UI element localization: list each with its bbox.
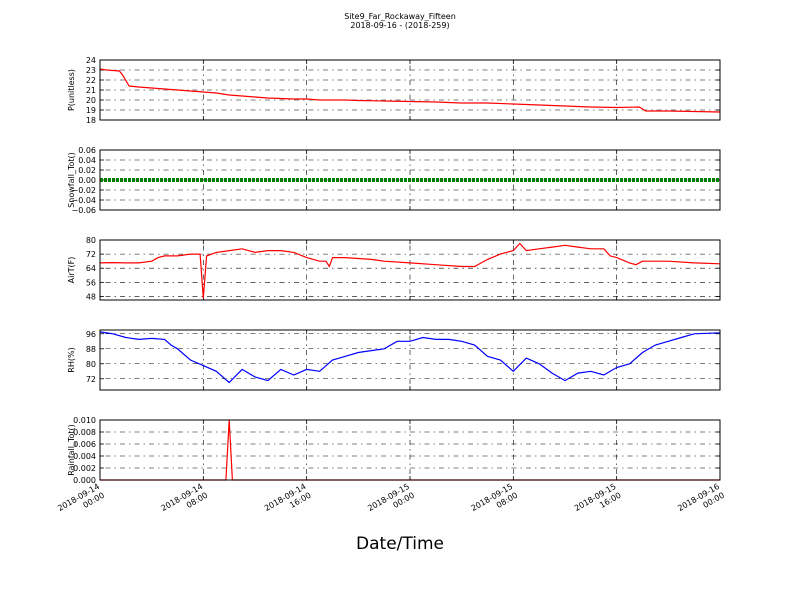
x-tick-label: 2018-09-1516:00 xyxy=(573,482,623,522)
y-tick-label: 0.010 xyxy=(73,416,96,425)
x-tick-label: 2018-09-1508:00 xyxy=(470,482,520,522)
y-tick-label: 18 xyxy=(86,116,96,125)
y-tick-label: 22 xyxy=(86,76,96,85)
y-tick-label: −0.06 xyxy=(71,206,96,215)
y-tick-label: 48 xyxy=(86,292,96,301)
plot-frame xyxy=(99,59,721,121)
y-tick-label: 0.02 xyxy=(78,166,96,175)
y-tick-label: 23 xyxy=(86,66,96,75)
y-tick-label: 72 xyxy=(86,250,96,259)
y-tick-label: 72 xyxy=(86,375,96,384)
y-tick-label: 80 xyxy=(86,360,96,369)
y-tick-label: 56 xyxy=(86,278,96,287)
series-line xyxy=(99,331,721,384)
x-tick-label: 2018-09-1400:00 xyxy=(56,482,106,522)
y-tick-label: 0.06 xyxy=(78,146,96,155)
series-line xyxy=(99,242,721,299)
y-tick-label: −0.04 xyxy=(71,196,96,205)
plot-frame xyxy=(99,239,721,301)
x-axis-label: Date/Time xyxy=(356,534,444,554)
plot-frame xyxy=(99,329,721,391)
y-tick-label: 19 xyxy=(86,106,96,115)
chart-subtitle: 2018-09-16 - (2018-259) xyxy=(350,21,450,30)
y-tick-label: 21 xyxy=(86,86,96,95)
series-line xyxy=(99,68,721,113)
y-axis-label: Snowfall_Tot() xyxy=(67,152,76,208)
plot-frame xyxy=(99,419,721,481)
y-axis-label: Rainfall_Tot() xyxy=(67,424,76,476)
y-axis-label: P(unitless) xyxy=(67,69,76,111)
x-tick-label: 2018-09-1500:00 xyxy=(366,482,416,522)
y-tick-label: −0.02 xyxy=(71,186,96,195)
chart-title: Site9_Far_Rockaway_Fifteen xyxy=(344,12,456,21)
y-tick-label: 0.04 xyxy=(78,156,96,165)
y-tick-label: 88 xyxy=(86,345,96,354)
y-axis-label: AirT(F) xyxy=(67,257,76,284)
y-tick-label: 20 xyxy=(86,96,96,105)
y-tick-label: 96 xyxy=(86,330,96,339)
x-tick-label: 2018-09-1416:00 xyxy=(263,482,313,522)
y-axis-label: RH(%) xyxy=(67,347,76,372)
y-tick-label: 0.000 xyxy=(73,476,96,485)
y-tick-label: 0.006 xyxy=(73,440,96,449)
y-tick-label: 64 xyxy=(86,264,96,273)
x-tick-label: 2018-09-1600:00 xyxy=(676,482,726,522)
x-tick-label: 2018-09-1408:00 xyxy=(160,482,210,522)
y-tick-label: 24 xyxy=(86,56,96,65)
y-tick-label: 0.004 xyxy=(73,452,96,461)
y-tick-label: 80 xyxy=(86,236,96,245)
y-tick-label: 0.002 xyxy=(73,464,96,473)
y-tick-label: 0.00 xyxy=(78,176,96,185)
y-tick-label: 0.008 xyxy=(73,428,96,437)
plot-frame xyxy=(99,149,721,211)
